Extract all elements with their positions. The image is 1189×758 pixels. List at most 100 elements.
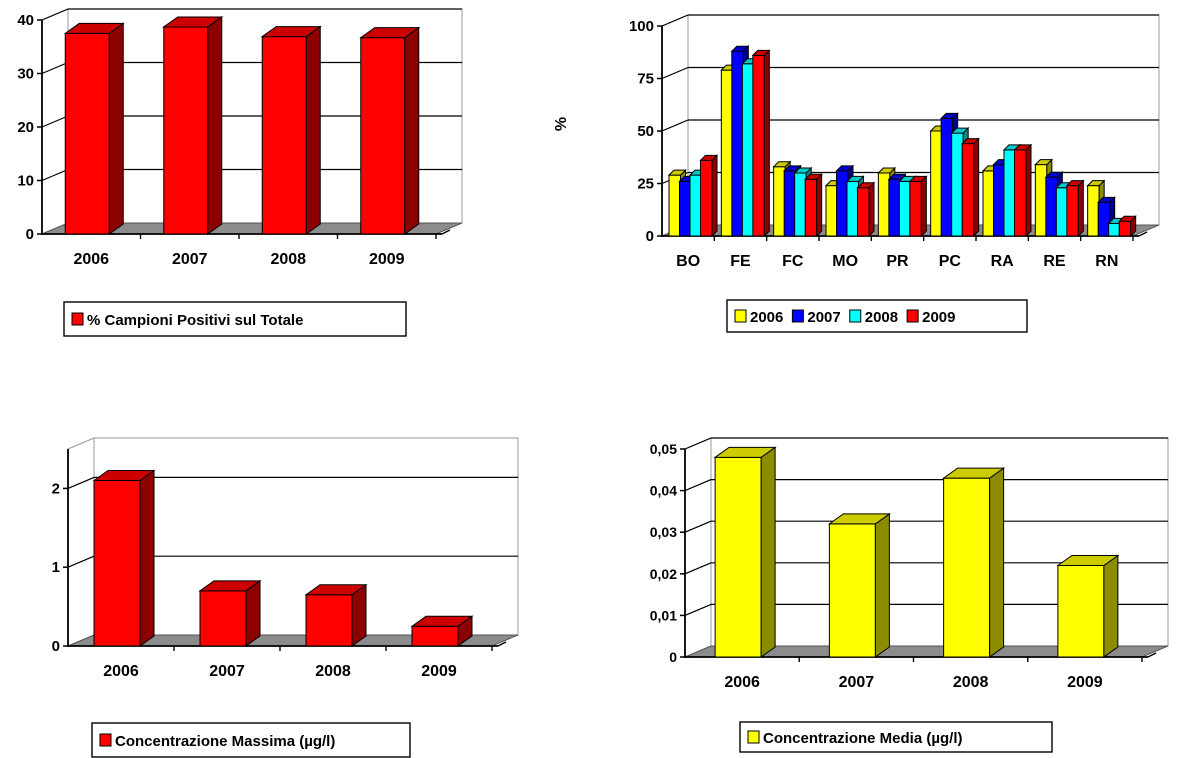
bar-top bbox=[92, 470, 156, 482]
bar-2009 bbox=[1056, 554, 1120, 658]
gridline-side bbox=[41, 168, 69, 182]
y-tick-label: 2 bbox=[52, 480, 60, 497]
bar-front bbox=[846, 180, 859, 237]
bar-top bbox=[198, 580, 262, 592]
bar-top bbox=[942, 467, 1006, 479]
bar-2009 bbox=[359, 26, 421, 235]
bar-top bbox=[667, 169, 687, 176]
bar-2009 bbox=[410, 615, 474, 647]
x-tick-label: RN bbox=[1095, 253, 1118, 270]
gridline-side bbox=[661, 14, 689, 27]
y-tick-label: 100 bbox=[629, 18, 654, 35]
gridline-side bbox=[67, 555, 95, 568]
x-tick-label: RE bbox=[1043, 253, 1066, 270]
y-tick-label: 0 bbox=[26, 226, 34, 243]
legend-label: % Campioni Positivi sul Totale bbox=[87, 312, 303, 329]
bar-2006 bbox=[63, 22, 125, 235]
bar-top bbox=[359, 27, 421, 39]
bar-2006 bbox=[713, 446, 777, 658]
y-tick-label: 0,05 bbox=[650, 441, 677, 457]
bar-side bbox=[760, 446, 776, 658]
x-tick-label: RA bbox=[991, 253, 1015, 270]
bar-front bbox=[794, 172, 807, 237]
bar-top bbox=[1086, 180, 1106, 187]
bar-front bbox=[261, 36, 307, 235]
bar-side bbox=[973, 137, 980, 238]
bar-top bbox=[304, 584, 368, 596]
x-tick-label: PC bbox=[939, 253, 962, 270]
bar-FE-2009 bbox=[751, 49, 771, 238]
gridline-side bbox=[684, 520, 712, 533]
legend-swatch bbox=[906, 309, 919, 323]
bar-front bbox=[1034, 164, 1048, 237]
bar-side bbox=[711, 154, 718, 238]
legend-swatch bbox=[849, 309, 862, 323]
bar-top bbox=[827, 513, 891, 525]
bar-front bbox=[679, 180, 692, 237]
bar-2008 bbox=[260, 25, 322, 235]
legend: Concentrazione Media (µg/l) bbox=[739, 721, 1053, 753]
bar-side bbox=[920, 175, 927, 238]
legend-swatch bbox=[99, 733, 112, 747]
bar-top bbox=[803, 173, 823, 180]
legend-swatch bbox=[791, 309, 804, 323]
bar-front bbox=[1057, 564, 1105, 658]
y-tick-label: 0,04 bbox=[650, 483, 677, 499]
x-tick-label: MO bbox=[832, 253, 858, 270]
x-tick-label: 2007 bbox=[172, 251, 208, 268]
bar-front bbox=[1045, 176, 1058, 237]
y-tick-label: 0 bbox=[646, 228, 654, 245]
bar-2008 bbox=[942, 467, 1006, 658]
gridline-side bbox=[684, 479, 712, 492]
bar-front bbox=[783, 170, 797, 237]
legend-label: Concentrazione Massima (µg/l) bbox=[115, 733, 335, 750]
bar-front bbox=[825, 185, 838, 237]
bar-side bbox=[207, 15, 223, 235]
bar-front bbox=[1118, 220, 1132, 237]
bar-top bbox=[162, 16, 224, 28]
bar-top bbox=[1013, 144, 1033, 151]
y-tick-label: 0 bbox=[669, 649, 677, 665]
bar-top bbox=[845, 175, 865, 182]
bar-RN-2009 bbox=[1117, 215, 1137, 238]
x-tick-label: 2007 bbox=[839, 674, 875, 691]
bar-front bbox=[951, 132, 964, 237]
x-tick-label: 2006 bbox=[73, 251, 109, 268]
bar-front bbox=[1097, 201, 1111, 237]
x-tick-label: 2008 bbox=[315, 663, 351, 680]
gridline-side bbox=[684, 562, 712, 575]
x-tick-label: 2007 bbox=[209, 663, 245, 680]
gridline-side bbox=[41, 115, 69, 128]
gridline-side bbox=[661, 119, 689, 132]
bar-side bbox=[1103, 554, 1119, 658]
y-tick-label: 25 bbox=[637, 176, 654, 193]
x-tick-label: PR bbox=[886, 253, 909, 270]
bar-top bbox=[835, 165, 855, 172]
bar-side bbox=[816, 173, 823, 238]
legend: 2006 2007 2008 2009 bbox=[726, 299, 1028, 333]
legend-label: 2008 bbox=[865, 309, 898, 326]
y-axis-label: % bbox=[553, 117, 570, 131]
gridline-side bbox=[67, 476, 95, 489]
bar-front bbox=[940, 117, 954, 237]
y-tick-label: 30 bbox=[17, 66, 34, 83]
y-tick-label: 1 bbox=[52, 559, 60, 576]
bar-front bbox=[804, 178, 818, 237]
bar-side bbox=[868, 181, 875, 238]
bar-2007 bbox=[827, 512, 891, 658]
bar-RA-2009 bbox=[1013, 143, 1033, 238]
bar-side bbox=[989, 467, 1005, 658]
x-axis-end bbox=[441, 229, 451, 235]
bar-front bbox=[305, 594, 353, 647]
bar-front bbox=[898, 180, 912, 237]
bar-top bbox=[908, 175, 928, 182]
bar-top bbox=[950, 127, 970, 134]
bar-top bbox=[751, 49, 771, 56]
bar-front bbox=[1087, 185, 1100, 237]
chart-c1: 0 10 20 30 40 2006 2007 2008 2009 % Campioni Posi… bbox=[17, 8, 463, 337]
bar-top bbox=[63, 22, 125, 34]
legend-box bbox=[739, 721, 1053, 753]
bar-top bbox=[730, 45, 750, 52]
bar-front bbox=[64, 32, 110, 235]
